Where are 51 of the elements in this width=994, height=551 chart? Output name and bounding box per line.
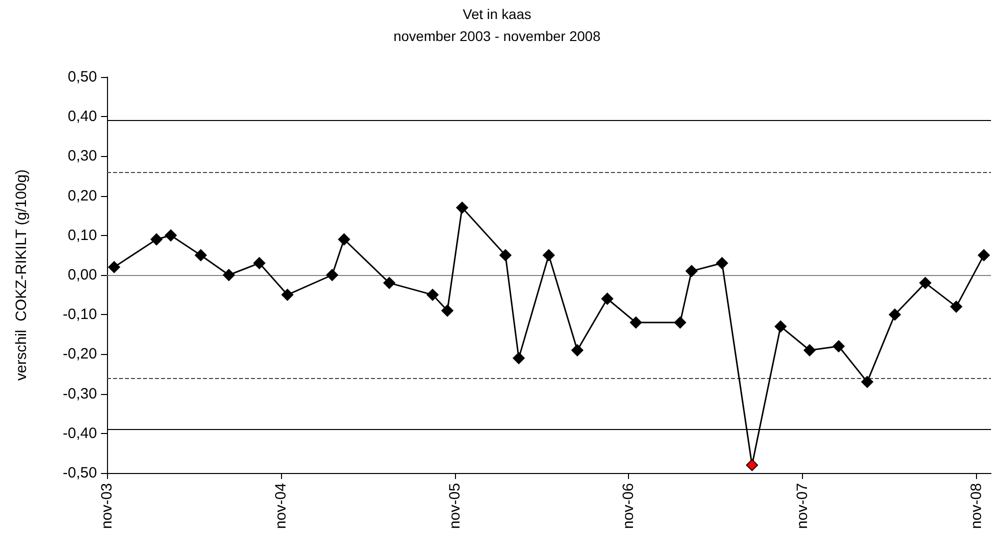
point xyxy=(338,233,350,246)
x-tick-label: nov-03 xyxy=(98,483,116,529)
y-tick-label: 0,50 xyxy=(68,68,97,86)
y-tick-label: -0,50 xyxy=(62,464,97,482)
point xyxy=(686,265,698,278)
y-tick-label: 0,00 xyxy=(68,266,97,284)
y-tick-label: -0,40 xyxy=(62,424,97,442)
point xyxy=(164,229,177,242)
point xyxy=(746,459,758,472)
point xyxy=(253,257,266,270)
point xyxy=(512,352,525,364)
point xyxy=(499,249,512,262)
x-tick-label: nov-05 xyxy=(446,483,464,529)
x-tick-label: nov-06 xyxy=(620,483,638,529)
point xyxy=(383,276,396,289)
point xyxy=(441,304,454,317)
point xyxy=(919,276,932,289)
point xyxy=(832,340,845,352)
y-axis-title: verschil COKZ-RIKILT (g/100g) xyxy=(13,169,30,381)
point xyxy=(456,202,468,214)
x-tick-label: nov-04 xyxy=(272,483,290,529)
x-tick-label: nov-07 xyxy=(794,483,811,529)
y-tick-label: 0,30 xyxy=(68,148,97,165)
point xyxy=(716,257,728,270)
chart-title: Vet in kaas xyxy=(462,6,532,22)
y-tick-label: 0,10 xyxy=(68,226,97,244)
point xyxy=(950,300,962,313)
point xyxy=(978,249,990,262)
point xyxy=(601,292,614,305)
y-tick-label: -0,30 xyxy=(62,385,97,402)
y-tick-label: -0,10 xyxy=(62,306,97,324)
point xyxy=(542,249,555,262)
point xyxy=(426,288,439,301)
point xyxy=(774,320,787,332)
point xyxy=(108,261,120,274)
y-tick-label: 0,40 xyxy=(68,108,97,126)
y-tick-label: -0,20 xyxy=(62,346,97,363)
point xyxy=(571,344,584,356)
point xyxy=(222,269,235,281)
point xyxy=(674,316,686,329)
x-tick-label: nov-08 xyxy=(968,483,986,529)
point xyxy=(630,316,642,329)
point xyxy=(150,233,163,246)
point xyxy=(861,376,874,388)
y-tick-label: 0,20 xyxy=(68,187,97,204)
point xyxy=(281,288,294,301)
point xyxy=(326,269,338,281)
point xyxy=(804,344,816,356)
point xyxy=(194,249,207,262)
chart-subtitle: november 2003 - november 2008 xyxy=(393,28,601,44)
point xyxy=(888,308,901,321)
